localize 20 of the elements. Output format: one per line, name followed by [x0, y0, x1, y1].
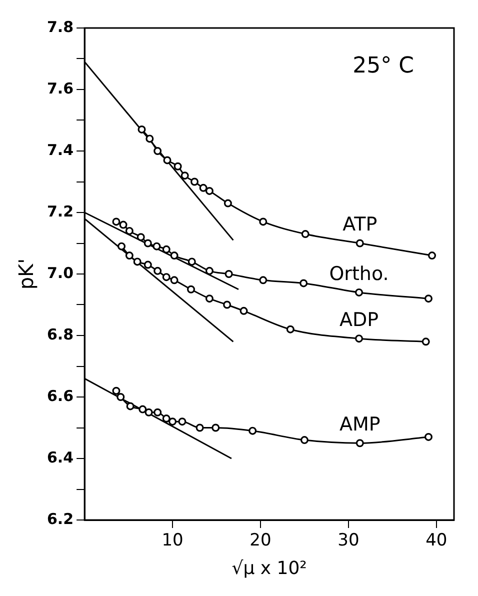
series-label: ADP: [339, 309, 379, 332]
series-label: ATP: [342, 214, 378, 236]
y-tick-label: 7.2: [46, 202, 74, 220]
x-tick-label: 30: [338, 530, 360, 551]
y-tick-label: 6.2: [46, 510, 74, 528]
x-tick-label: 40: [426, 530, 448, 551]
series-label: Ortho.: [329, 262, 389, 285]
y-tick-label: 7.0: [46, 264, 74, 282]
x-tick-label: 20: [250, 530, 272, 551]
y-tick-label: 6.4: [46, 448, 74, 466]
series-label: AMP: [339, 414, 380, 436]
y-axis-title: pK': [14, 258, 38, 290]
annotation: 25° C: [352, 54, 414, 79]
x-tick-label: 10: [162, 530, 184, 551]
y-tick-label: 7.6: [46, 79, 74, 98]
y-tick-label: 7.8: [46, 18, 74, 36]
y-tick-label: 6.8: [46, 325, 74, 344]
x-axis-title: √μ x 10²: [232, 558, 307, 579]
y-tick-label: 7.4: [46, 140, 74, 159]
y-tick-label: 6.6: [46, 386, 74, 405]
